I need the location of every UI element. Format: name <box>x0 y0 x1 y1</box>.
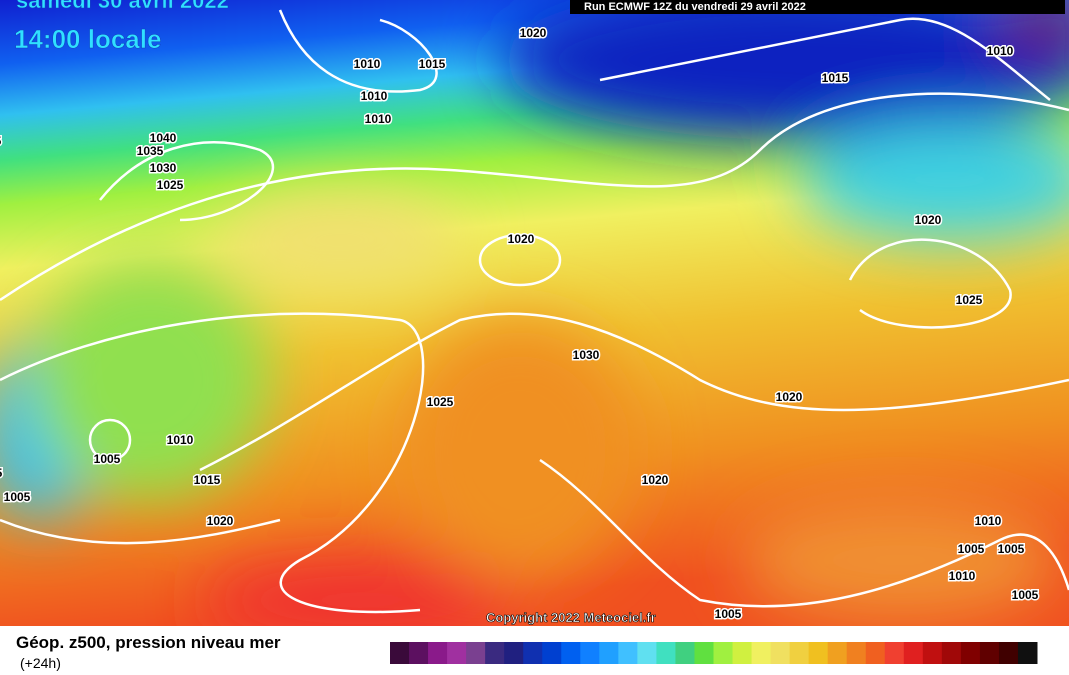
color-scale-swatch <box>865 642 886 664</box>
color-scale-swatch <box>884 642 905 664</box>
isobar-label: 1015 <box>419 57 446 71</box>
color-scale-swatch <box>409 642 429 664</box>
color-scale-swatch <box>846 642 867 664</box>
isobar-label: 1005 <box>1012 588 1039 602</box>
color-scale-swatch <box>637 642 657 664</box>
isobar-label: 1020 <box>207 514 234 528</box>
isobar-label: 1040 <box>150 131 177 145</box>
isobar-label: 1020 <box>642 473 669 487</box>
isobar-label: 1010 <box>167 433 194 447</box>
color-scale-swatch <box>580 642 600 664</box>
isobar-label: 1020 <box>776 390 803 404</box>
color-scale-swatch <box>789 642 810 664</box>
isobar-label: 1010 <box>987 44 1014 58</box>
color-scale-swatch <box>694 642 714 664</box>
isobar-label: 1005 <box>998 542 1025 556</box>
isobar-label: 1020 <box>915 213 942 227</box>
isobar-label: 1010 <box>949 569 976 583</box>
isobar-label: 1030 <box>573 348 600 362</box>
isobar-label: 1010 <box>361 89 388 103</box>
isobar-label: 1005 <box>4 490 31 504</box>
color-scale-swatch <box>428 642 448 664</box>
color-scale-swatch <box>751 642 772 664</box>
isobar-label: 1010 <box>354 57 381 71</box>
isobar-label: 1025 <box>157 178 184 192</box>
date: samedi 30 avril 2022 <box>16 0 229 13</box>
isobar-label: 1025 <box>956 293 983 307</box>
isobar-label: 1015 <box>194 473 221 487</box>
run-box <box>570 0 1065 14</box>
color-scale-swatch <box>979 642 1000 664</box>
isobar-label: 1005 <box>94 452 121 466</box>
isobar-label: 1020 <box>508 232 535 246</box>
legend-title: Géop. z500, pression niveau mer <box>16 633 281 652</box>
color-scale-swatch <box>827 642 848 664</box>
color-scale-swatch <box>599 642 619 664</box>
isobar-label: 1020 <box>520 26 547 40</box>
color-scale-swatch <box>903 642 924 664</box>
color-scale-swatch <box>770 642 791 664</box>
isobar-label: 1030 <box>150 161 177 175</box>
isobar-label: 1005 <box>715 607 742 621</box>
color-scale-swatch <box>1017 642 1038 664</box>
run-info: Run ECMWF 12Z du vendredi 29 avril 2022 <box>584 1 806 13</box>
isobars <box>0 9 1069 614</box>
color-scale-swatch <box>713 642 734 664</box>
color-scale-swatch <box>960 642 981 664</box>
isobar-label: 1035 <box>137 144 164 158</box>
isobar-label: 1010 <box>975 514 1002 528</box>
color-scale-swatch <box>732 642 753 664</box>
color-scale-swatch <box>390 642 410 664</box>
color-scale-swatch <box>466 642 486 664</box>
color-scale-swatch <box>941 642 962 664</box>
color-scale-swatch <box>485 642 505 664</box>
color-scale-swatch <box>618 642 638 664</box>
color-scale-swatch <box>808 642 829 664</box>
legend-step: (+24h) <box>20 655 61 671</box>
color-scale-swatch <box>542 642 562 664</box>
color-scale-swatch <box>504 642 524 664</box>
isobar-label: 1005 <box>958 542 985 556</box>
time: 14:00 locale <box>14 24 161 54</box>
copyright: Copyright 2022 Meteociel.fr <box>486 610 656 625</box>
isobar-label: 1025 <box>427 395 454 409</box>
isobar-label: 1010 <box>365 112 392 126</box>
color-scale-swatch <box>656 642 676 664</box>
map-field <box>0 0 1069 626</box>
color-scale-swatch <box>561 642 581 664</box>
isobar-label: 1015 <box>822 71 849 85</box>
color-scale-swatch <box>675 642 695 664</box>
isobar-label: 1005 <box>0 466 3 480</box>
color-scale-swatch <box>523 642 543 664</box>
color-scale-swatch <box>447 642 467 664</box>
color-scale-swatch <box>998 642 1019 664</box>
color-scale-swatch <box>922 642 943 664</box>
